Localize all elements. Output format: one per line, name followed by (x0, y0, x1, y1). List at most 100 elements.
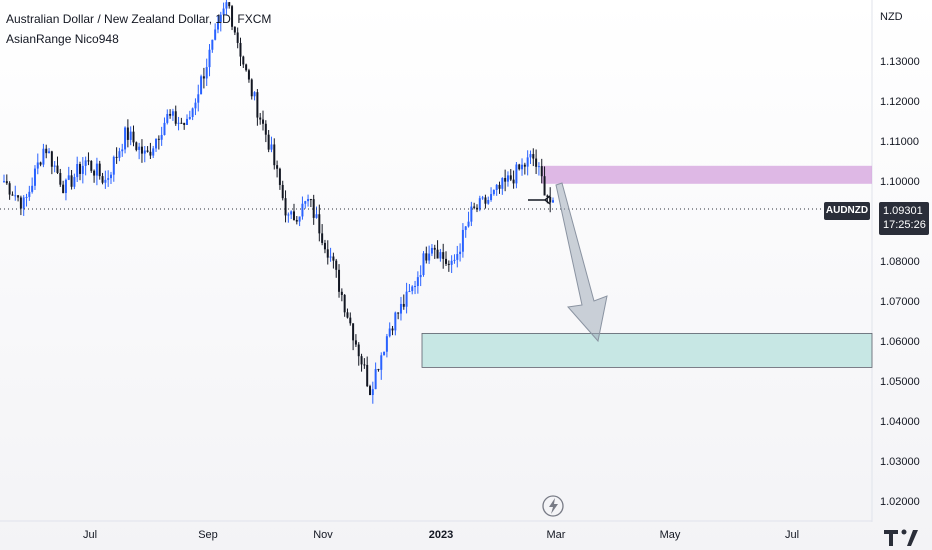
candle (211, 39, 214, 53)
candle (73, 173, 76, 190)
candle (278, 167, 281, 190)
y-tick-label: 1.04000 (880, 416, 920, 428)
y-tick-label: 1.02000 (880, 496, 920, 508)
candle (453, 254, 456, 264)
candle (481, 195, 484, 200)
candle (67, 166, 70, 181)
candle (155, 138, 158, 152)
candle (101, 172, 104, 185)
candle (256, 89, 259, 126)
candle (428, 245, 431, 264)
candle (419, 265, 422, 287)
candle (118, 147, 121, 162)
candle (225, 0, 228, 16)
chart-legend: Australian Dollar / New Zealand Dollar, … (6, 9, 271, 49)
x-tick-label: Jul (83, 529, 97, 541)
y-axis-unit: NZD (880, 11, 903, 23)
candle (95, 157, 98, 186)
candle (354, 334, 357, 348)
candle (169, 109, 172, 119)
candle (473, 202, 476, 210)
candle (523, 162, 526, 175)
candle (552, 197, 554, 203)
candle (14, 185, 17, 201)
candle (307, 194, 310, 207)
candle (461, 223, 464, 258)
candle (53, 161, 56, 173)
candle (394, 311, 397, 336)
candle (64, 178, 67, 201)
candle (90, 160, 93, 173)
candle (388, 322, 391, 338)
candle (369, 384, 371, 396)
symbol-title[interactable]: Australian Dollar / New Zealand Dollar, … (6, 12, 272, 26)
candle (442, 243, 445, 269)
candle (335, 258, 338, 278)
candle (338, 264, 341, 298)
candle (160, 126, 163, 146)
candle (216, 15, 219, 34)
y-tick-label: 1.13000 (880, 56, 920, 68)
candle (366, 356, 369, 388)
candle (70, 170, 73, 190)
y-tick-label: 1.07000 (880, 296, 920, 308)
candle (149, 142, 152, 159)
candle (490, 187, 493, 202)
candle (430, 244, 433, 257)
candle (174, 105, 177, 126)
candle (81, 157, 84, 184)
candle (371, 381, 374, 404)
candle (408, 284, 411, 293)
candle (84, 156, 87, 176)
candle (135, 141, 138, 152)
y-tick-label: 1.06000 (880, 336, 920, 348)
candle (484, 194, 487, 209)
candle (405, 282, 408, 314)
candle (171, 108, 174, 121)
candle (537, 162, 540, 176)
candle (397, 312, 400, 320)
candle (208, 44, 211, 77)
candle (42, 143, 45, 168)
candle (98, 160, 101, 180)
candle (492, 189, 495, 196)
candle (357, 342, 360, 366)
candle (535, 149, 538, 175)
candle (346, 308, 349, 319)
candle (157, 135, 160, 150)
candle (56, 156, 59, 175)
candle (380, 352, 383, 380)
candle (287, 212, 290, 223)
candle (112, 155, 115, 182)
candle (191, 107, 194, 121)
candle (323, 239, 326, 254)
candle (214, 23, 217, 41)
candle (17, 194, 20, 202)
candle (124, 126, 127, 154)
candle (8, 181, 11, 200)
candle (521, 158, 524, 176)
candle (478, 195, 481, 212)
candle (33, 165, 36, 190)
candle (87, 152, 90, 166)
candle (31, 177, 34, 194)
tradingview-logo[interactable] (884, 529, 918, 547)
candle (498, 181, 501, 194)
candle (239, 37, 242, 67)
candle (250, 78, 253, 100)
candle (326, 240, 329, 265)
candle (107, 170, 110, 187)
candle (292, 203, 295, 221)
candle (253, 91, 256, 101)
candle (377, 368, 380, 372)
candle (143, 145, 146, 163)
candle (197, 84, 200, 112)
candle (416, 271, 419, 294)
candle (202, 67, 205, 89)
indicator-name[interactable]: AsianRange Nico948 (6, 32, 119, 46)
lightning-icon[interactable] (542, 495, 564, 517)
candle (59, 168, 62, 187)
candle (19, 195, 22, 216)
